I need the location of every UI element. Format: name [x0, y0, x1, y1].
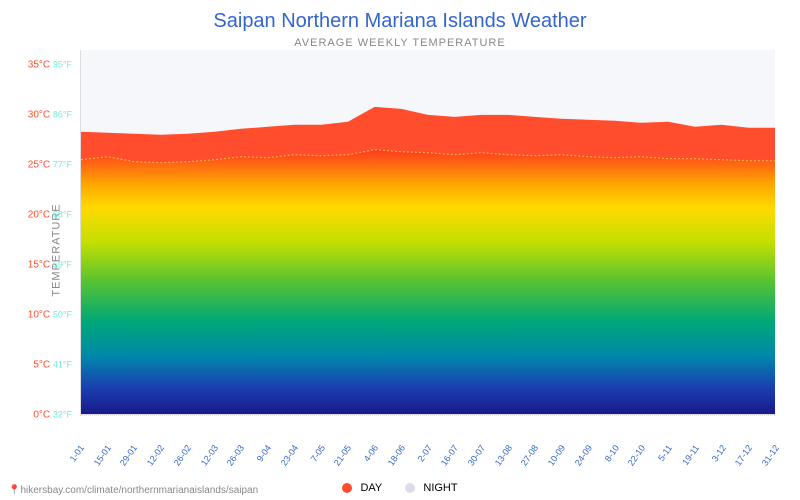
x-tick: 27-08 [519, 443, 540, 468]
x-tick: 18-06 [386, 443, 407, 468]
x-tick: 22-10 [626, 443, 647, 468]
x-tick: 8-10 [602, 443, 621, 463]
x-tick: 4-06 [362, 443, 381, 463]
x-tick: 19-11 [680, 443, 701, 467]
x-tick: 2-07 [415, 443, 434, 463]
x-tick: 12-02 [145, 443, 166, 468]
plot-area [80, 50, 775, 415]
chart-container: Saipan Northern Mariana Islands Weather … [0, 0, 800, 500]
legend-day: DAY [342, 482, 382, 494]
x-tick: 12-03 [198, 443, 219, 468]
x-tick: 15-01 [92, 443, 113, 468]
x-tick: 17-12 [733, 443, 754, 468]
gridline [80, 415, 775, 416]
legend-day-label: DAY [360, 482, 382, 494]
x-tick: 5-11 [656, 443, 674, 463]
location-pin-icon: 📍 [8, 485, 20, 496]
x-tick: 26-03 [225, 443, 246, 468]
x-tick: 16-07 [439, 443, 460, 468]
x-tick: 26-02 [172, 443, 193, 468]
x-tick: 31-12 [760, 443, 781, 468]
x-tick: 10-09 [546, 443, 567, 468]
chart-svg [81, 50, 775, 414]
x-tick: 3-12 [709, 443, 728, 463]
chart-subtitle: AVERAGE WEEKLY TEMPERATURE [0, 37, 800, 49]
x-tick: 23-04 [279, 443, 300, 468]
x-tick: 13-08 [492, 443, 513, 468]
x-tick: 1-01 [68, 443, 87, 463]
x-tick: 24-09 [573, 443, 594, 468]
x-tick: 9-04 [255, 443, 274, 463]
y-tick: 35°C 95°F [0, 60, 72, 71]
y-tick: 20°C 68°F [0, 210, 72, 221]
x-tick: 21-05 [332, 443, 353, 468]
y-tick: 25°C 77°F [0, 160, 72, 171]
legend-night-dot [405, 483, 415, 493]
y-tick: 30°C 86°F [0, 110, 72, 121]
chart-title: Saipan Northern Mariana Islands Weather [0, 0, 800, 33]
y-tick: 0°C 32°F [0, 410, 72, 421]
y-tick: 10°C 50°F [0, 310, 72, 321]
night-area [81, 150, 775, 414]
x-tick: 29-01 [118, 443, 139, 468]
footer: 📍hikersbay.com/climate/northernmarianais… [8, 485, 258, 496]
y-tick: 15°C 59°F [0, 260, 72, 271]
legend-night-label: NIGHT [423, 482, 457, 494]
y-tick: 5°C 41°F [0, 360, 72, 371]
x-tick: 30-07 [466, 443, 487, 468]
legend-day-dot [342, 483, 352, 493]
legend-night: NIGHT [405, 482, 457, 494]
x-tick: 7-05 [308, 443, 327, 463]
footer-url: hikersbay.com/climate/northernmarianaisl… [20, 485, 258, 496]
